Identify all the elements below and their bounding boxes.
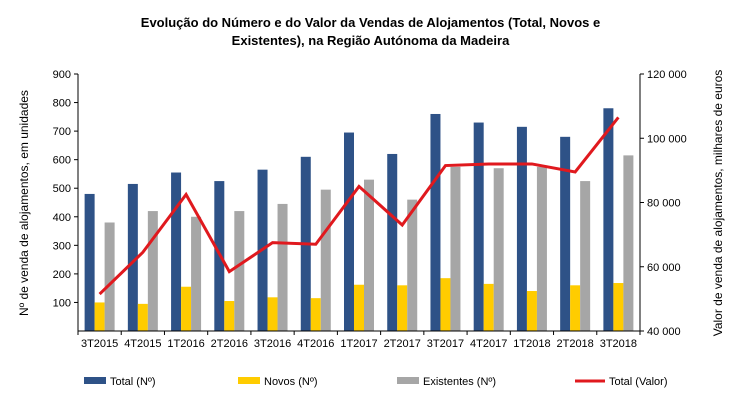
legend-label-1: Novos (Nº) — [264, 376, 318, 388]
y-tick-label: 700 — [53, 126, 71, 138]
legend-label-0: Total (Nº) — [110, 376, 156, 388]
y2-tick-label: 60 000 — [647, 262, 681, 274]
bar-total-n--1T2017 — [344, 132, 354, 331]
x-tick-label: 2T2018 — [556, 338, 593, 350]
x-tick-label: 2T2017 — [384, 338, 421, 350]
y-axis-label: Nº de venda de alojamentos, em unidades — [17, 90, 31, 316]
bar-total-n--3T2015 — [84, 193, 95, 331]
bar-total-n--2T2017 — [387, 153, 398, 331]
bar-existentes-n--1T2017 — [364, 179, 374, 331]
y-tick-label: 300 — [53, 240, 71, 252]
x-tick-label: 4T2017 — [470, 338, 507, 350]
bar-existentes-n--3T2018 — [623, 155, 634, 331]
y2-tick-label: 40 000 — [647, 326, 681, 338]
bar-existentes-n--4T2017 — [493, 168, 504, 331]
x-tick-label: 3T2016 — [254, 338, 291, 350]
bar-total-n--4T2015 — [127, 183, 138, 331]
bar-existentes-n--3T2015 — [104, 222, 115, 331]
bar-existentes-n--2T2017 — [407, 199, 418, 331]
bar-total-n--2T2018 — [560, 136, 571, 331]
x-tick-label: 1T2016 — [167, 338, 204, 350]
bar-existentes-n--2T2018 — [580, 181, 591, 331]
legend-label-2: Existentes (Nº) — [423, 376, 496, 388]
legend: Total (Nº) Novos (Nº) Existentes (Nº) Total… — [84, 376, 667, 388]
legend-swatch-2 — [397, 377, 419, 384]
bar-novos-n--1T2016 — [181, 286, 192, 331]
bar-total-n--3T2017 — [430, 113, 441, 331]
y-tick-label: 100 — [53, 297, 71, 309]
y-tick-label: 400 — [53, 212, 71, 224]
bar-total-n--1T2016 — [171, 172, 182, 331]
bar-novos-n--4T2015 — [137, 303, 148, 331]
y2-tick-label: 80 000 — [647, 198, 681, 210]
y-tick-label: 200 — [53, 269, 71, 281]
bar-existentes-n--4T2015 — [147, 211, 158, 331]
bar-novos-n--1T2018 — [526, 291, 537, 331]
bar-total-n--3T2018 — [603, 108, 614, 332]
bar-novos-n--3T2017 — [440, 278, 451, 331]
line-layer — [98, 116, 620, 296]
bar-novos-n--2T2017 — [397, 285, 408, 331]
y-tick-label: 800 — [53, 98, 71, 110]
bar-existentes-n--3T2016 — [277, 203, 288, 331]
bar-existentes-n--3T2017 — [450, 166, 461, 331]
x-tick-label: 3T2015 — [81, 338, 118, 350]
bar-novos-n--2T2016 — [224, 301, 235, 331]
bar-existentes-n--1T2016 — [191, 216, 202, 331]
bar-existentes-n--2T2016 — [234, 211, 245, 331]
legend-swatch-0 — [84, 377, 106, 384]
bar-existentes-n--4T2016 — [320, 189, 331, 331]
chart-title-line-2: Existentes), na Região Autónoma da Madei… — [231, 33, 510, 48]
bar-novos-n--1T2017 — [354, 284, 364, 331]
bar-novos-n--2T2018 — [570, 285, 581, 331]
x-tick-label: 2T2016 — [211, 338, 248, 350]
series-line-total-valor — [98, 116, 620, 296]
legend-label-3: Total (Valor) — [609, 376, 667, 388]
bar-total-n--4T2017 — [473, 122, 484, 332]
chart-title-line-1: Evolução do Número e do Valor da Vendas … — [140, 15, 601, 30]
x-tick-label: 4T2016 — [297, 338, 334, 350]
bar-novos-n--3T2016 — [267, 297, 278, 331]
y2-tick-label: 120 000 — [647, 69, 687, 81]
bar-novos-n--4T2016 — [310, 298, 321, 331]
x-tick-label: 3T2018 — [600, 338, 637, 350]
x-tick-label: 1T2017 — [340, 338, 377, 350]
x-tick-label: 1T2018 — [513, 338, 550, 350]
bar-novos-n--3T2018 — [613, 283, 624, 331]
axes-layer: 100 200 300 400 500 600 700 800 900 40 000 60 000 8… — [53, 69, 687, 350]
y-tick-label: 900 — [53, 69, 71, 81]
y2-axis-label: Valor de venda de alojamentos, milhares … — [711, 70, 725, 337]
y2-tick-label: 100 000 — [647, 133, 687, 145]
y-tick-label: 600 — [53, 155, 71, 167]
legend-swatch-1 — [238, 377, 260, 384]
x-tick-label: 4T2015 — [124, 338, 161, 350]
bar-existentes-n--1T2018 — [536, 166, 547, 331]
bar-novos-n--4T2017 — [483, 283, 494, 331]
bar-total-n--1T2018 — [516, 126, 527, 331]
bar-novos-n--3T2015 — [94, 302, 105, 331]
x-tick-label: 3T2017 — [427, 338, 464, 350]
y-tick-label: 500 — [53, 183, 71, 195]
